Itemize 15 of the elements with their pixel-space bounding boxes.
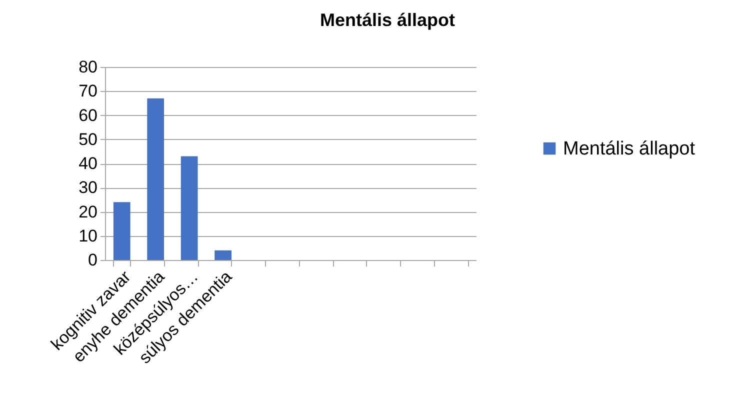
bar [214, 250, 232, 260]
bar [113, 202, 130, 260]
y-tick-label: 80 [78, 58, 98, 76]
y-tick-label: 0 [88, 250, 98, 270]
bar [180, 156, 198, 260]
y-tick-label: 50 [78, 130, 98, 149]
y-tick-label: 20 [78, 202, 98, 222]
y-tick-label: 10 [78, 226, 98, 246]
legend-label: Mentális állapot [563, 138, 696, 160]
y-tick-label: 60 [78, 106, 98, 125]
chart-title: Mentális állapot [320, 10, 456, 30]
bar [147, 98, 164, 260]
y-tick-label: 40 [78, 154, 98, 173]
y-tick-label: 30 [78, 178, 98, 198]
y-tick-label: 70 [78, 82, 98, 101]
